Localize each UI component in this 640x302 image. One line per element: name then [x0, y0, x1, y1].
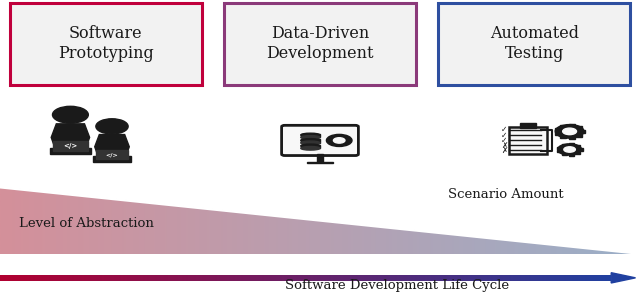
- Bar: [569, 124, 575, 127]
- Bar: [561, 135, 566, 138]
- FancyBboxPatch shape: [10, 3, 202, 85]
- Bar: [301, 139, 320, 143]
- Text: ✗: ✗: [501, 146, 508, 155]
- Polygon shape: [51, 124, 90, 146]
- FancyBboxPatch shape: [224, 3, 416, 85]
- Text: Automated
Testing: Automated Testing: [490, 25, 579, 62]
- Bar: [561, 125, 566, 127]
- Text: Scenario Amount: Scenario Amount: [448, 188, 564, 201]
- Bar: [317, 154, 323, 162]
- Bar: [301, 145, 320, 148]
- Text: Data-Driven
Development: Data-Driven Development: [266, 25, 374, 62]
- Bar: [557, 150, 562, 152]
- Text: ✗: ✗: [501, 141, 508, 150]
- Bar: [577, 134, 582, 137]
- Bar: [301, 134, 320, 137]
- Bar: [307, 162, 333, 163]
- Ellipse shape: [301, 146, 320, 150]
- Text: ✓: ✓: [501, 136, 508, 145]
- Polygon shape: [95, 135, 129, 155]
- Bar: [577, 126, 582, 129]
- Bar: [93, 156, 131, 162]
- Bar: [575, 152, 580, 154]
- Bar: [50, 148, 92, 154]
- Bar: [562, 153, 567, 155]
- FancyBboxPatch shape: [282, 125, 358, 156]
- Bar: [53, 141, 88, 151]
- Bar: [569, 143, 574, 146]
- Circle shape: [563, 128, 577, 135]
- FancyArrow shape: [611, 273, 636, 283]
- Circle shape: [96, 119, 128, 134]
- Bar: [569, 153, 574, 156]
- Bar: [557, 147, 562, 149]
- Circle shape: [326, 134, 352, 146]
- Ellipse shape: [301, 133, 320, 137]
- Bar: [555, 132, 561, 135]
- Ellipse shape: [301, 139, 320, 142]
- Circle shape: [564, 147, 575, 152]
- Bar: [555, 128, 561, 131]
- Circle shape: [556, 124, 584, 138]
- Text: Level of Abstraction: Level of Abstraction: [19, 217, 154, 230]
- Ellipse shape: [301, 141, 320, 145]
- Circle shape: [557, 144, 582, 155]
- Text: Software
Prototyping: Software Prototyping: [58, 25, 154, 62]
- Bar: [520, 123, 536, 128]
- Text: Software Development Life Cycle: Software Development Life Cycle: [285, 279, 509, 292]
- FancyBboxPatch shape: [438, 3, 630, 85]
- Bar: [575, 145, 580, 147]
- Bar: [569, 136, 575, 139]
- Text: ✓: ✓: [501, 130, 508, 140]
- Bar: [562, 144, 567, 146]
- Bar: [96, 150, 128, 159]
- Ellipse shape: [301, 136, 320, 139]
- Text: </>: </>: [63, 143, 77, 149]
- Circle shape: [333, 138, 345, 143]
- FancyBboxPatch shape: [509, 127, 547, 154]
- Ellipse shape: [301, 144, 320, 148]
- Text: ✓: ✓: [501, 125, 508, 134]
- Bar: [579, 130, 585, 133]
- Text: </>: </>: [106, 152, 118, 157]
- Circle shape: [52, 106, 88, 123]
- Bar: [578, 148, 582, 151]
